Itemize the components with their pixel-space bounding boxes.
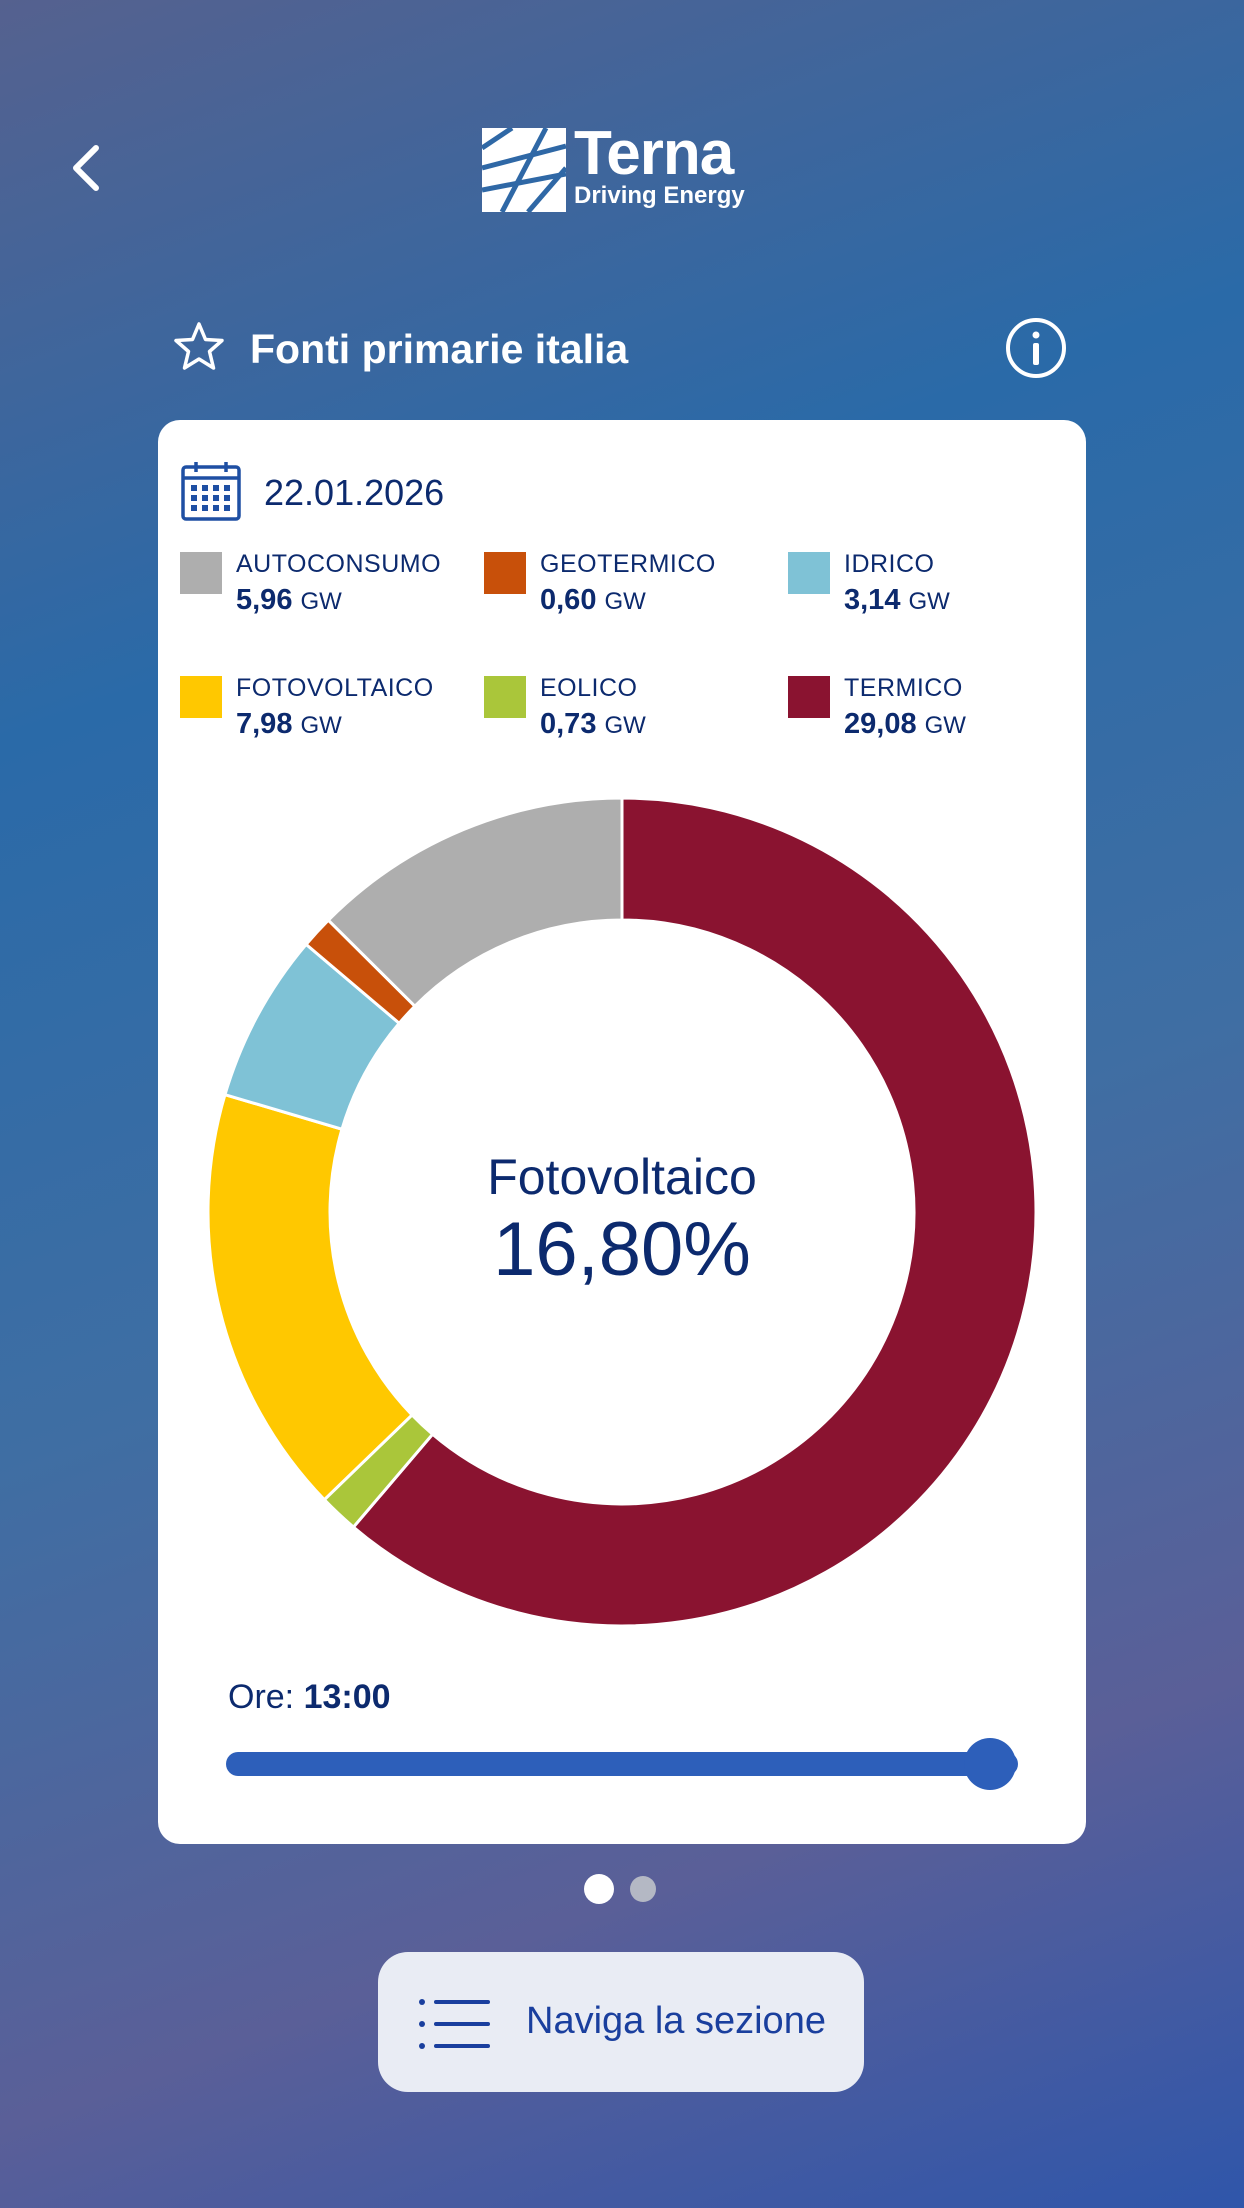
title-row: Fonti primarie italia bbox=[172, 316, 1072, 386]
donut-slice-autoconsumo[interactable] bbox=[326, 796, 624, 1009]
legend-value: 7,98 GW bbox=[236, 708, 342, 740]
terna-logo-mark bbox=[482, 128, 566, 212]
chart-card: 22.01.2026 AUTOCONSUMO 5,96 GW GEOTERMICO… bbox=[158, 420, 1086, 1844]
terna-logo: Terna Driving Energy bbox=[482, 119, 762, 216]
legend-item-fotovoltaico: FOTOVOLTAICO 7,98 GW bbox=[180, 666, 480, 756]
legend-name: TERMICO bbox=[844, 674, 963, 702]
legend-name: EOLICO bbox=[540, 674, 638, 702]
legend-item-eolico: EOLICO 0,73 GW bbox=[484, 666, 784, 756]
hour-label: Ore: 13:00 bbox=[228, 1678, 391, 1717]
legend-swatch bbox=[484, 676, 526, 718]
hour-slider-thumb[interactable] bbox=[964, 1738, 1016, 1790]
legend-name: IDRICO bbox=[844, 550, 935, 578]
hour-label-prefix: Ore: bbox=[228, 1678, 295, 1716]
legend-swatch bbox=[180, 552, 222, 594]
info-icon[interactable] bbox=[1004, 316, 1068, 380]
legend-value: 3,14 GW bbox=[844, 584, 950, 616]
naviga-sezione-button[interactable]: Naviga la sezione bbox=[378, 1952, 864, 2092]
legend-name: GEOTERMICO bbox=[540, 550, 716, 578]
donut-chart[interactable] bbox=[204, 794, 1040, 1630]
donut-slice-termico[interactable] bbox=[351, 796, 1038, 1628]
hour-value: 13:00 bbox=[303, 1678, 391, 1716]
legend-name: FOTOVOLTAICO bbox=[236, 674, 434, 702]
legend-value: 0,73 GW bbox=[540, 708, 646, 740]
logo-subtitle: Driving Energy bbox=[574, 182, 745, 209]
legend-value: 5,96 GW bbox=[236, 584, 342, 616]
pager-dot[interactable] bbox=[630, 1876, 656, 1902]
legend-swatch bbox=[180, 676, 222, 718]
legend-swatch bbox=[484, 552, 526, 594]
center-value: 16,80% bbox=[493, 1207, 751, 1292]
logo-word: Terna bbox=[574, 119, 734, 188]
calendar-icon[interactable] bbox=[180, 460, 242, 522]
legend-item-idrico: IDRICO 3,14 GW bbox=[788, 542, 1088, 632]
legend-item-geotermico: GEOTERMICO 0,60 GW bbox=[484, 542, 784, 632]
pager-dot-active[interactable] bbox=[584, 1874, 614, 1904]
legend-value: 0,60 GW bbox=[540, 584, 646, 616]
center-label: Fotovoltaico bbox=[487, 1149, 757, 1205]
date-label[interactable]: 22.01.2026 bbox=[264, 472, 445, 513]
back-chevron-icon[interactable] bbox=[58, 138, 118, 198]
legend-swatch bbox=[788, 552, 830, 594]
page-title: Fonti primarie italia bbox=[250, 326, 629, 372]
legend-name: AUTOCONSUMO bbox=[236, 550, 442, 578]
naviga-sezione-label: Naviga la sezione bbox=[526, 2000, 826, 2042]
list-icon bbox=[419, 1999, 490, 2049]
legend-swatch bbox=[788, 676, 830, 718]
star-icon[interactable] bbox=[172, 320, 226, 374]
legend-value: 29,08 GW bbox=[844, 708, 966, 740]
hour-slider-track[interactable] bbox=[226, 1752, 1018, 1776]
legend-item-autoconsumo: AUTOCONSUMO 5,96 GW bbox=[180, 542, 480, 632]
legend-item-termico: TERMICO 29,08 GW bbox=[788, 666, 1088, 756]
